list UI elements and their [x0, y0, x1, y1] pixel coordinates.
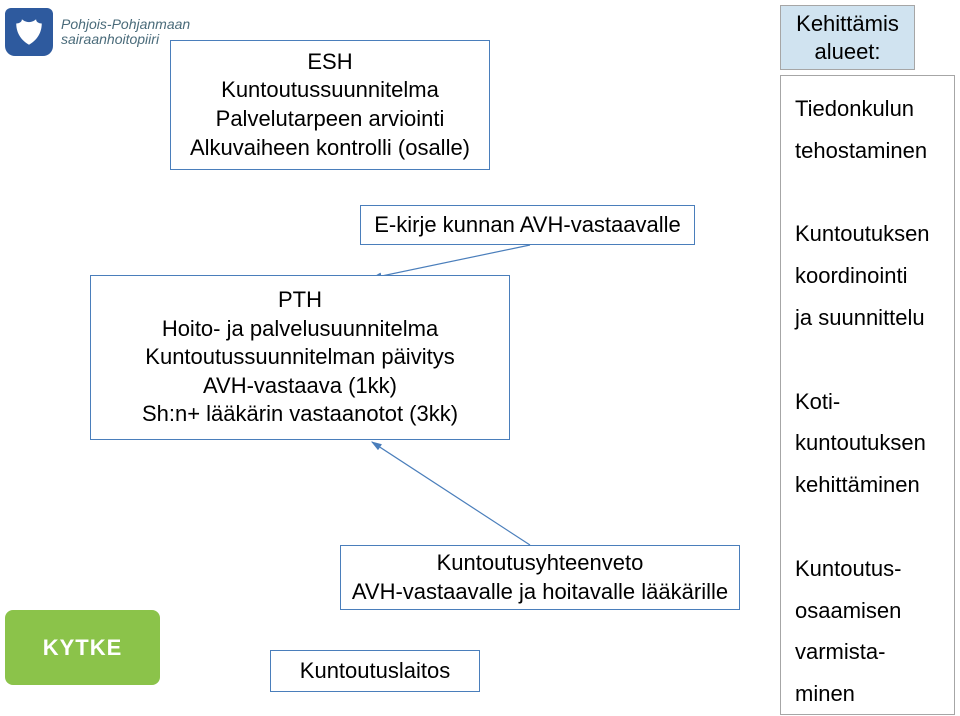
sidebar-header: Kehittämis alueet: [780, 5, 915, 70]
box-laitos-text: Kuntoutuslaitos [300, 657, 450, 686]
sidebar-header-text: Kehittämis alueet: [796, 10, 899, 65]
logo-kytke-text: KYTKE [43, 635, 123, 661]
logo-kytke: KYTKE [5, 610, 160, 685]
sidebar-body-text: Tiedonkulun tehostaminen Kuntoutuksen ko… [795, 88, 955, 715]
box-laitos: Kuntoutuslaitos [270, 650, 480, 692]
